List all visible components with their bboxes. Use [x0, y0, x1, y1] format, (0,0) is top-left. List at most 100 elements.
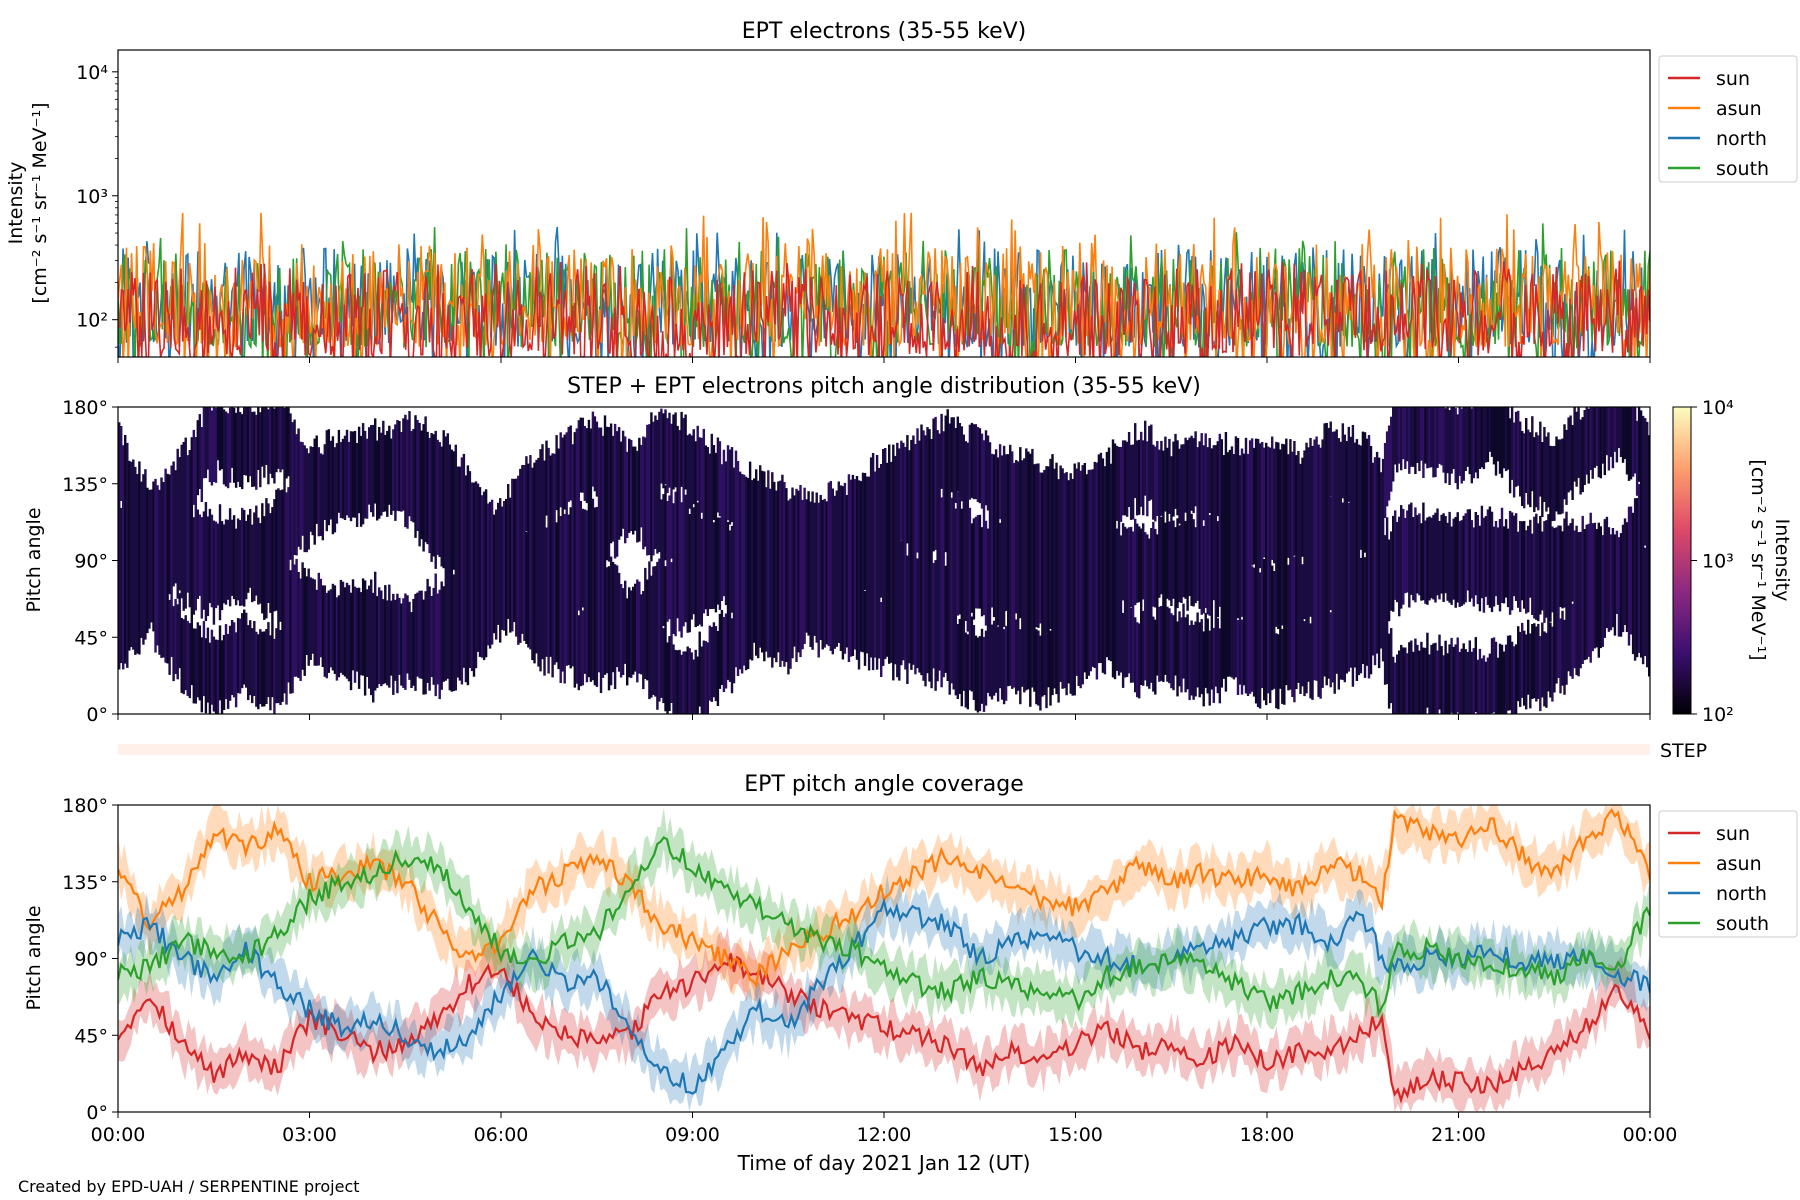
heatmap-cell — [1190, 620, 1193, 696]
heatmap-cell — [1464, 649, 1467, 714]
heatmap-cell — [434, 573, 437, 697]
heatmap-cell — [1627, 407, 1631, 481]
heatmap-cell — [1136, 622, 1139, 698]
heatmap-cell — [1494, 521, 1498, 597]
heatmap-cell — [1561, 438, 1564, 514]
heatmap-cell — [1392, 515, 1395, 612]
heatmap-cell — [1519, 631, 1522, 707]
heatmap-cell — [200, 517, 204, 619]
heatmap-cell — [801, 499, 804, 650]
y-tick-label: 90° — [74, 949, 108, 971]
heatmap-cell — [559, 516, 562, 683]
heatmap-cell — [1097, 454, 1101, 664]
heatmap-cell — [1448, 644, 1451, 714]
heatmap-cell — [984, 520, 988, 626]
heatmap-cell — [1051, 454, 1054, 696]
heatmap-cell — [1142, 610, 1145, 686]
heatmap-cell — [1611, 407, 1615, 469]
heatmap-cell — [690, 435, 693, 620]
heatmap-cell — [603, 415, 607, 675]
heatmap-cell — [1311, 445, 1314, 700]
heatmap-cell — [1305, 442, 1308, 694]
heatmap-cell — [1605, 516, 1609, 629]
heatmap-cell — [1462, 515, 1465, 605]
heatmap-cell — [245, 612, 248, 688]
heatmap-cell — [1406, 407, 1409, 462]
heatmap-cell — [545, 440, 548, 516]
heatmap-cell — [285, 407, 288, 479]
heatmap-cell — [819, 495, 822, 640]
heatmap-cell — [972, 424, 976, 500]
heatmap-cell — [722, 617, 726, 692]
heatmap-cell — [1150, 528, 1153, 683]
heatmap-cell — [234, 528, 238, 606]
heatmap-cell — [1049, 458, 1052, 629]
heatmap-cell — [363, 580, 367, 696]
heatmap-cell — [888, 444, 891, 664]
heatmap-cell — [827, 482, 831, 646]
heatmap-cell — [1412, 407, 1415, 467]
heatmap-cell — [585, 510, 589, 683]
heatmap-cell — [1011, 451, 1014, 689]
heatmap-cell — [670, 562, 673, 703]
panel2-heatmap — [118, 407, 1650, 714]
heatmap-cell — [1591, 407, 1594, 479]
panel1-title: EPT electrons (35-55 keV) — [742, 19, 1027, 44]
heatmap-cell — [464, 475, 468, 683]
heatmap-cell — [1333, 431, 1336, 694]
heatmap-cell — [1394, 662, 1397, 714]
heatmap-cell — [1190, 435, 1193, 511]
heatmap-cell — [555, 522, 558, 663]
heatmap-cell — [1466, 651, 1470, 714]
heatmap-cell — [922, 430, 925, 681]
heatmap-cell — [434, 430, 437, 569]
heatmap-cell — [216, 407, 220, 461]
heatmap-cell — [1442, 407, 1445, 473]
heatmap-cell — [297, 572, 300, 678]
heatmap-cell — [472, 482, 476, 677]
heatmap-cell — [1523, 433, 1526, 509]
heatmap-cell — [559, 432, 562, 508]
heatmap-cell — [222, 635, 226, 710]
heatmap-cell — [1529, 432, 1532, 508]
heatmap-cell — [746, 478, 750, 669]
coverage-band-north — [118, 874, 1650, 1112]
heatmap-cell — [761, 470, 764, 653]
heatmap-cell — [440, 446, 443, 567]
heatmap-cell — [656, 419, 659, 554]
heatmap-cell — [1176, 440, 1179, 516]
heatmap-cell — [1226, 452, 1230, 677]
heatmap-cell — [1593, 522, 1597, 649]
heatmap-cell — [1194, 621, 1197, 697]
heatmap-cell — [476, 483, 480, 652]
heatmap-cell — [319, 453, 323, 536]
heatmap-cell — [307, 568, 310, 666]
heatmap-cell — [1138, 439, 1141, 515]
heatmap-cell — [815, 492, 818, 643]
heatmap-cell — [1420, 407, 1423, 461]
heatmap-cell — [553, 453, 556, 665]
heatmap-cell — [974, 424, 978, 500]
heatmap-cell — [1371, 462, 1375, 656]
heatmap-cell — [1476, 515, 1480, 605]
heatmap-cell — [1033, 464, 1036, 692]
x-tick-label: 12:00 — [857, 1124, 912, 1146]
heatmap-cell — [1170, 613, 1173, 689]
heatmap-cell — [265, 629, 268, 704]
heatmap-cell — [869, 457, 873, 658]
y-tick-label: 135° — [62, 872, 108, 894]
heatmap-cell — [1575, 525, 1578, 676]
heatmap-cell — [295, 558, 298, 677]
heatmap-cell — [424, 416, 427, 543]
heatmap-cell — [343, 587, 347, 677]
heatmap-cell — [1387, 539, 1391, 622]
heatmap-cell — [1244, 437, 1248, 694]
heatmap-cell — [1446, 653, 1449, 714]
heatmap-cell — [664, 409, 667, 485]
heatmap-cell — [751, 480, 754, 661]
y-tick-label: 90° — [74, 551, 108, 573]
heatmap-cell — [1537, 623, 1540, 699]
heatmap-cell — [1222, 455, 1226, 679]
heatmap-cell — [886, 462, 889, 657]
heatmap-cell — [1202, 631, 1205, 707]
